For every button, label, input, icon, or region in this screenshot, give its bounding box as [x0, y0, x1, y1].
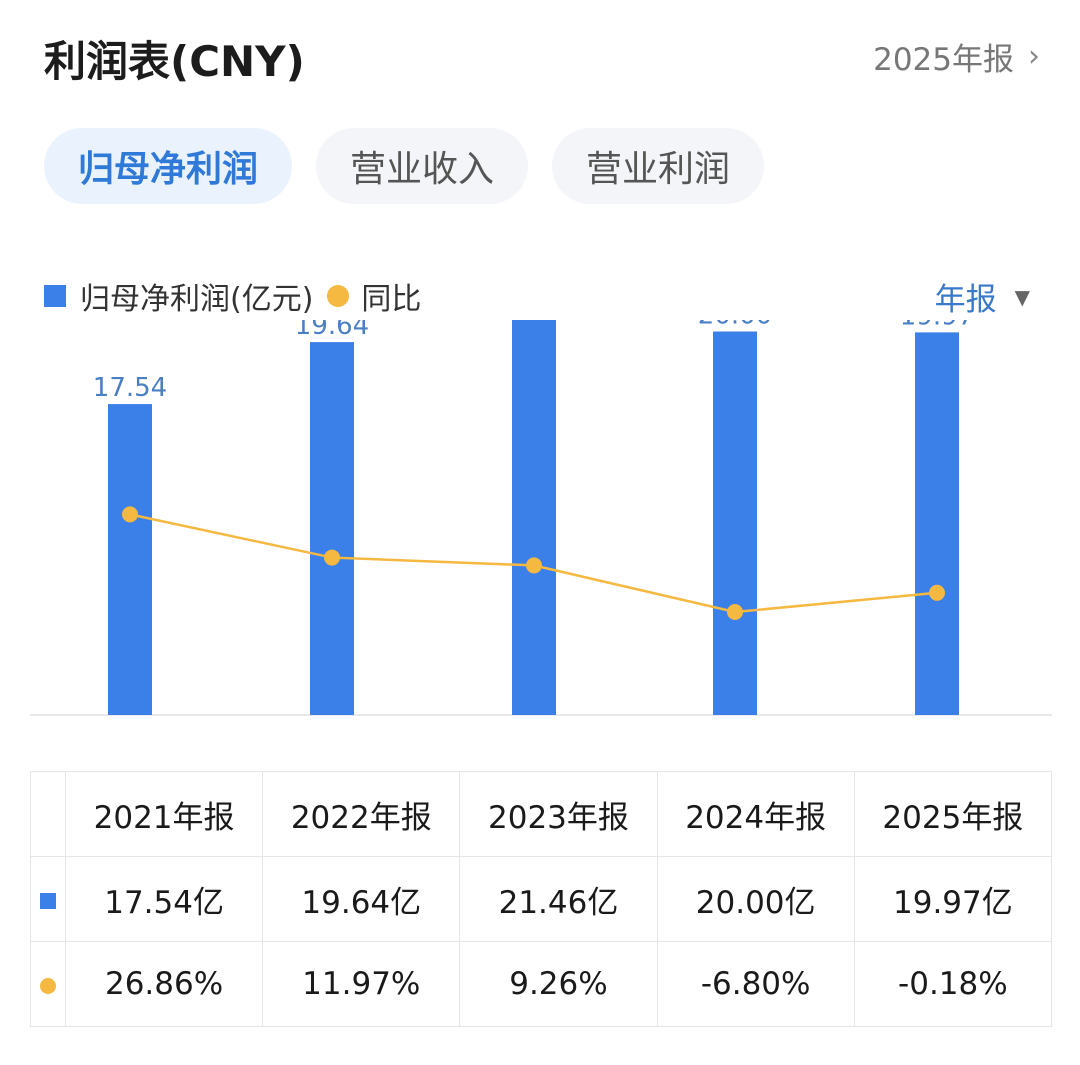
table-header-cell: 2022年报	[262, 771, 461, 857]
bar-value-label: 19.97	[900, 320, 974, 331]
bar-value-label: 17.54	[93, 373, 167, 403]
yoy-point	[324, 549, 340, 566]
profit-cell: 20.00亿	[656, 856, 855, 942]
tab-net-profit[interactable]: 归母净利润	[44, 128, 293, 204]
metric-tabs: 归母净利润 营业收入 营业利润	[44, 128, 765, 204]
yoy-cell: -0.18%	[853, 941, 1053, 1027]
table-header-row: 2021年报 2022年报 2023年报 2024年报 2025年报	[30, 771, 1053, 857]
chart-bar	[310, 342, 354, 715]
chart-bar	[915, 332, 959, 715]
line-legend-label: 同比	[361, 282, 422, 317]
profit-cell: 21.46亿	[459, 856, 658, 942]
yoy-point	[727, 604, 743, 620]
profit-cell: 19.64亿	[262, 856, 461, 942]
line-marker-icon	[40, 978, 56, 994]
bar-value-label: 20.00	[698, 320, 772, 331]
yoy-cell: -6.80%	[656, 941, 855, 1027]
chart-legend: 归母净利润(亿元) 同比	[44, 274, 421, 318]
period-select[interactable]: 年报 ▼	[935, 274, 1030, 319]
yoy-marker-cell	[30, 941, 66, 1027]
report-period-link[interactable]: 2025年报 ›	[873, 34, 1040, 79]
bar-value-label: 19.64	[295, 320, 369, 341]
yoy-point	[122, 506, 138, 523]
tab-revenue[interactable]: 营业收入	[316, 128, 529, 204]
tab-operating-profit[interactable]: 营业利润	[552, 128, 765, 204]
table-corner-cell	[30, 771, 66, 857]
chart-bar	[512, 320, 556, 715]
table-header-cell: 2021年报	[64, 771, 264, 857]
table-row-yoy: 26.86% 11.97% 9.26% -6.80% -0.18%	[30, 941, 1053, 1027]
profit-cell: 17.54亿	[64, 856, 264, 942]
page-title: 利润表(CNY)	[44, 37, 305, 86]
chart-bar	[713, 331, 757, 715]
table-header-cell: 2025年报	[853, 771, 1053, 857]
bar-marker-icon	[40, 893, 56, 909]
chart-bar	[108, 404, 152, 715]
profit-cell: 19.97亿	[853, 856, 1053, 942]
table-header-cell: 2024年报	[656, 771, 855, 857]
dropdown-triangle-icon: ▼	[1014, 284, 1030, 309]
yoy-cell: 11.97%	[262, 941, 461, 1027]
period-select-label: 年报	[934, 282, 997, 318]
yoy-point	[929, 584, 945, 601]
yoy-cell: 26.86%	[64, 941, 264, 1027]
data-table: 2021年报 2022年报 2023年报 2024年报 2025年报 17.54…	[30, 771, 1053, 1027]
yoy-cell: 9.26%	[459, 941, 658, 1027]
line-legend-swatch	[327, 285, 350, 307]
report-period-label: 2025年报	[873, 42, 1014, 78]
profit-marker-cell	[30, 856, 66, 942]
yoy-point	[526, 557, 542, 574]
table-row-profit: 17.54亿 19.64亿 21.46亿 20.00亿 19.97亿	[30, 856, 1053, 942]
chevron-right-icon: ›	[1028, 39, 1040, 74]
table-header-cell: 2023年报	[459, 771, 658, 857]
bar-legend-label: 归母净利润(亿元)	[80, 282, 314, 317]
bar-legend-swatch	[44, 285, 66, 307]
